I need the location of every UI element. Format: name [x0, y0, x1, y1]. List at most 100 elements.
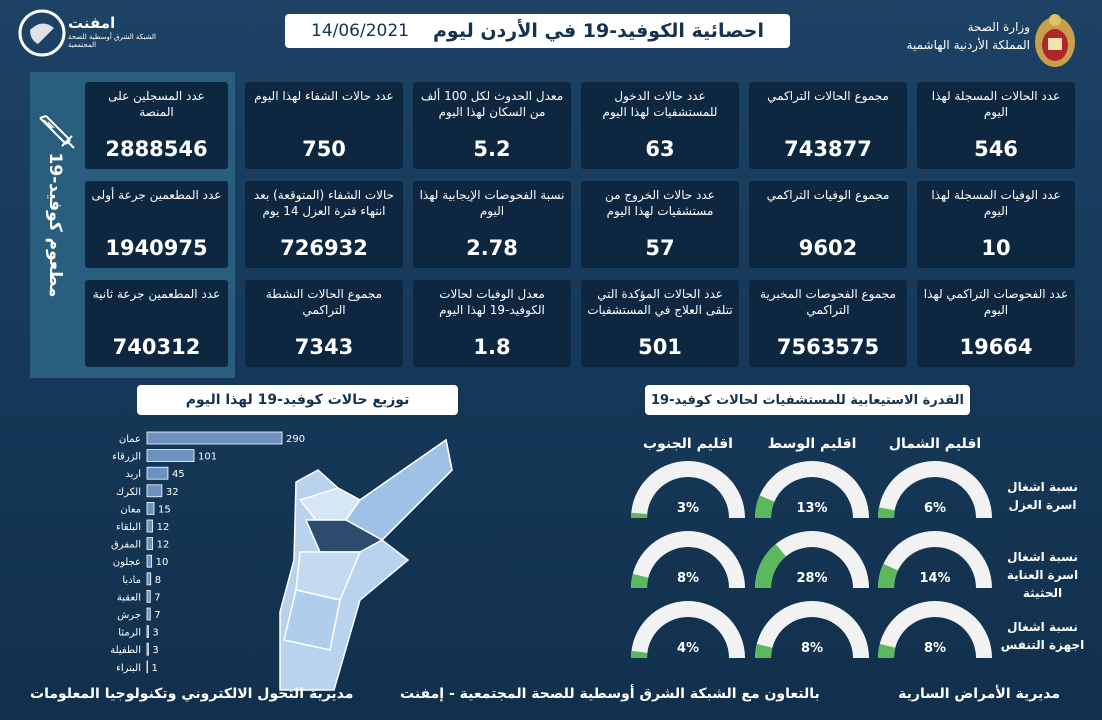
stat-label: عدد حالات الخروج من مستشفيات لهذا اليوم	[605, 188, 715, 218]
org-subtitle: الشبكة الشرق أوسطية للصحة المجتمعية	[68, 33, 156, 49]
gauge-track	[878, 460, 992, 518]
category-label: الرمثا	[118, 628, 141, 639]
gauge-value: 8%	[801, 641, 823, 656]
stat-card: عدد الوفيات المسجلة لهذا اليوم 10	[917, 181, 1075, 268]
stat-value: 9602	[798, 236, 858, 260]
category-label: البلقاء	[116, 522, 141, 533]
vaccine-title: مطعوم كوفيد-19	[45, 152, 65, 298]
value-label: 3	[152, 628, 158, 639]
stat-card: عدد حالات الشفاء لهذا اليوم 750	[245, 82, 403, 169]
stat-value: 546	[974, 137, 1018, 161]
stat-label: عدد الفحوصات التراكمي لهذا اليوم	[923, 287, 1069, 317]
row-label: نسبة اشغال اسرة العزل	[1007, 480, 1078, 512]
stat-label: عدد الوفيات المسجلة لهذا اليوم	[931, 188, 1061, 218]
footer-right: مديرية الأمراض السارية	[898, 686, 1060, 702]
region-name: اقليم الجنوب	[643, 436, 733, 452]
value-label: 12	[157, 522, 170, 533]
gauge-track	[878, 530, 992, 588]
value-label: 7	[154, 592, 160, 603]
category-label: الطفيلة	[110, 645, 141, 656]
stat-card: معدل الحدوث لكل 100 ألف من السكان لهذا ا…	[413, 82, 571, 169]
gauge-track	[631, 530, 745, 588]
value-label: 45	[172, 469, 185, 480]
stat-value: 1940975	[105, 236, 208, 260]
imfnet-logo	[18, 9, 66, 57]
stat-label: عدد المسجلين على المنصة	[108, 89, 205, 119]
value-label: 32	[166, 487, 179, 498]
gauge-value: 13%	[796, 501, 827, 516]
category-label: الكرك	[116, 487, 141, 498]
stat-value: 743877	[784, 137, 872, 161]
row-label: نسبة اشغال اجهزة التنفس	[1000, 620, 1085, 652]
vaccine-cards: عدد المسجلين على المنصة 2888546 عدد المطعم…	[85, 82, 228, 367]
value-label: 8	[155, 575, 161, 586]
org-name: امفنت	[68, 14, 116, 32]
value-label: 1	[151, 663, 157, 674]
bar	[146, 449, 195, 463]
kingdom: المملكة الأردنية الهاشمية	[906, 38, 1030, 52]
gauge-value: 28%	[796, 571, 827, 586]
footer-center: بالتعاون مع الشبكة الشرق أوسطية للصحة ال…	[400, 686, 820, 702]
category-label: جرش	[117, 610, 141, 621]
category-label: مادبا	[122, 575, 141, 586]
gauge-fill	[755, 643, 773, 658]
value-label: 15	[158, 504, 171, 515]
category-label: عجلون	[113, 557, 141, 568]
region-name: اقليم الوسط	[767, 436, 857, 452]
stat-card: عدد المسجلين على المنصة 2888546	[85, 82, 228, 169]
stat-card: حالات الشفاء (المتوقعة) بعد انتهاء فترة …	[245, 181, 403, 268]
stat-value: 19664	[959, 335, 1033, 359]
row-label: نسبة اشغال اسرة العناية الحثيثة	[1006, 550, 1079, 600]
gauge-value: 6%	[924, 501, 946, 516]
stat-value: 726932	[280, 236, 368, 260]
bar	[146, 625, 149, 638]
gauge-title: القدرة الاستيعابية للمستشفيات لحالات كوف…	[645, 385, 970, 415]
bar	[146, 642, 149, 656]
bar	[146, 554, 153, 568]
stat-value: 7563575	[776, 335, 880, 359]
gauge-value: 8%	[677, 571, 699, 586]
value-label: 12	[157, 540, 170, 551]
stat-value: 57	[645, 236, 675, 260]
bar	[146, 607, 151, 621]
stat-value: 501	[638, 335, 682, 359]
value-label: 290	[286, 434, 305, 445]
stat-card: عدد المطعمين جرعة أولى 1940975	[85, 181, 228, 268]
value-label: 7	[154, 610, 160, 621]
bar	[146, 572, 152, 586]
bar-title: توزيع حالات كوفيد-19 لهذا اليوم	[137, 385, 458, 415]
stat-card: عدد حالات الدخول للمستشفيات لهذا اليوم 63	[581, 82, 739, 169]
stat-value: 740312	[112, 335, 201, 359]
stat-label: نسبة الفحوصات الإيجابية لهذا اليوم	[419, 188, 565, 218]
title-box: احصائية الكوفيد-19 في الأردن ليوم 14/06/…	[285, 14, 790, 48]
gauge-fill	[631, 650, 648, 658]
category-label: اربد	[125, 469, 141, 480]
stat-value: 1.8	[473, 335, 511, 359]
stat-label: مجموع الحالات التراكمي	[767, 89, 889, 103]
gauge-track	[755, 600, 869, 658]
stat-label: معدل الوفيات لحالات الكوفيد-19 لهذا اليو…	[439, 287, 545, 317]
gauge-track	[755, 460, 869, 518]
stat-label: عدد المطعمين جرعة أولى	[91, 188, 222, 202]
date: 14/06/2021	[311, 21, 409, 41]
category-label: معان	[120, 504, 141, 515]
stat-label: عدد الحالات المسجلة لهذا اليوم	[931, 89, 1061, 119]
gauge-value: 4%	[677, 641, 699, 656]
stat-card: مجموع الحالات التراكمي 743877	[749, 82, 907, 169]
value-label: 3	[152, 645, 158, 656]
stat-card: مجموع الوفيات التراكمي 9602	[749, 181, 907, 268]
stat-value: 7343	[294, 335, 354, 359]
stat-card: مجموع الحالات النشطة التراكمي 7343	[245, 280, 403, 367]
stat-card: عدد الحالات المسجلة لهذا اليوم 546	[917, 82, 1075, 169]
stat-cards: عدد الحالات المسجلة لهذا اليوم 546 مجموع ا…	[245, 82, 1075, 367]
stat-value: 63	[645, 137, 675, 161]
stat-card: نسبة الفحوصات الإيجابية لهذا اليوم 2.78	[413, 181, 571, 268]
emblem	[1035, 14, 1075, 67]
stat-card: مجموع الفحوصات المخبرية التراكمي 7563575	[749, 280, 907, 367]
gauge-fill	[878, 643, 896, 658]
gauge-track	[631, 600, 745, 658]
syringe-icon	[39, 115, 75, 149]
category-label: البتراء	[116, 663, 141, 674]
gauge-value: 3%	[677, 501, 699, 516]
bar	[146, 484, 163, 498]
